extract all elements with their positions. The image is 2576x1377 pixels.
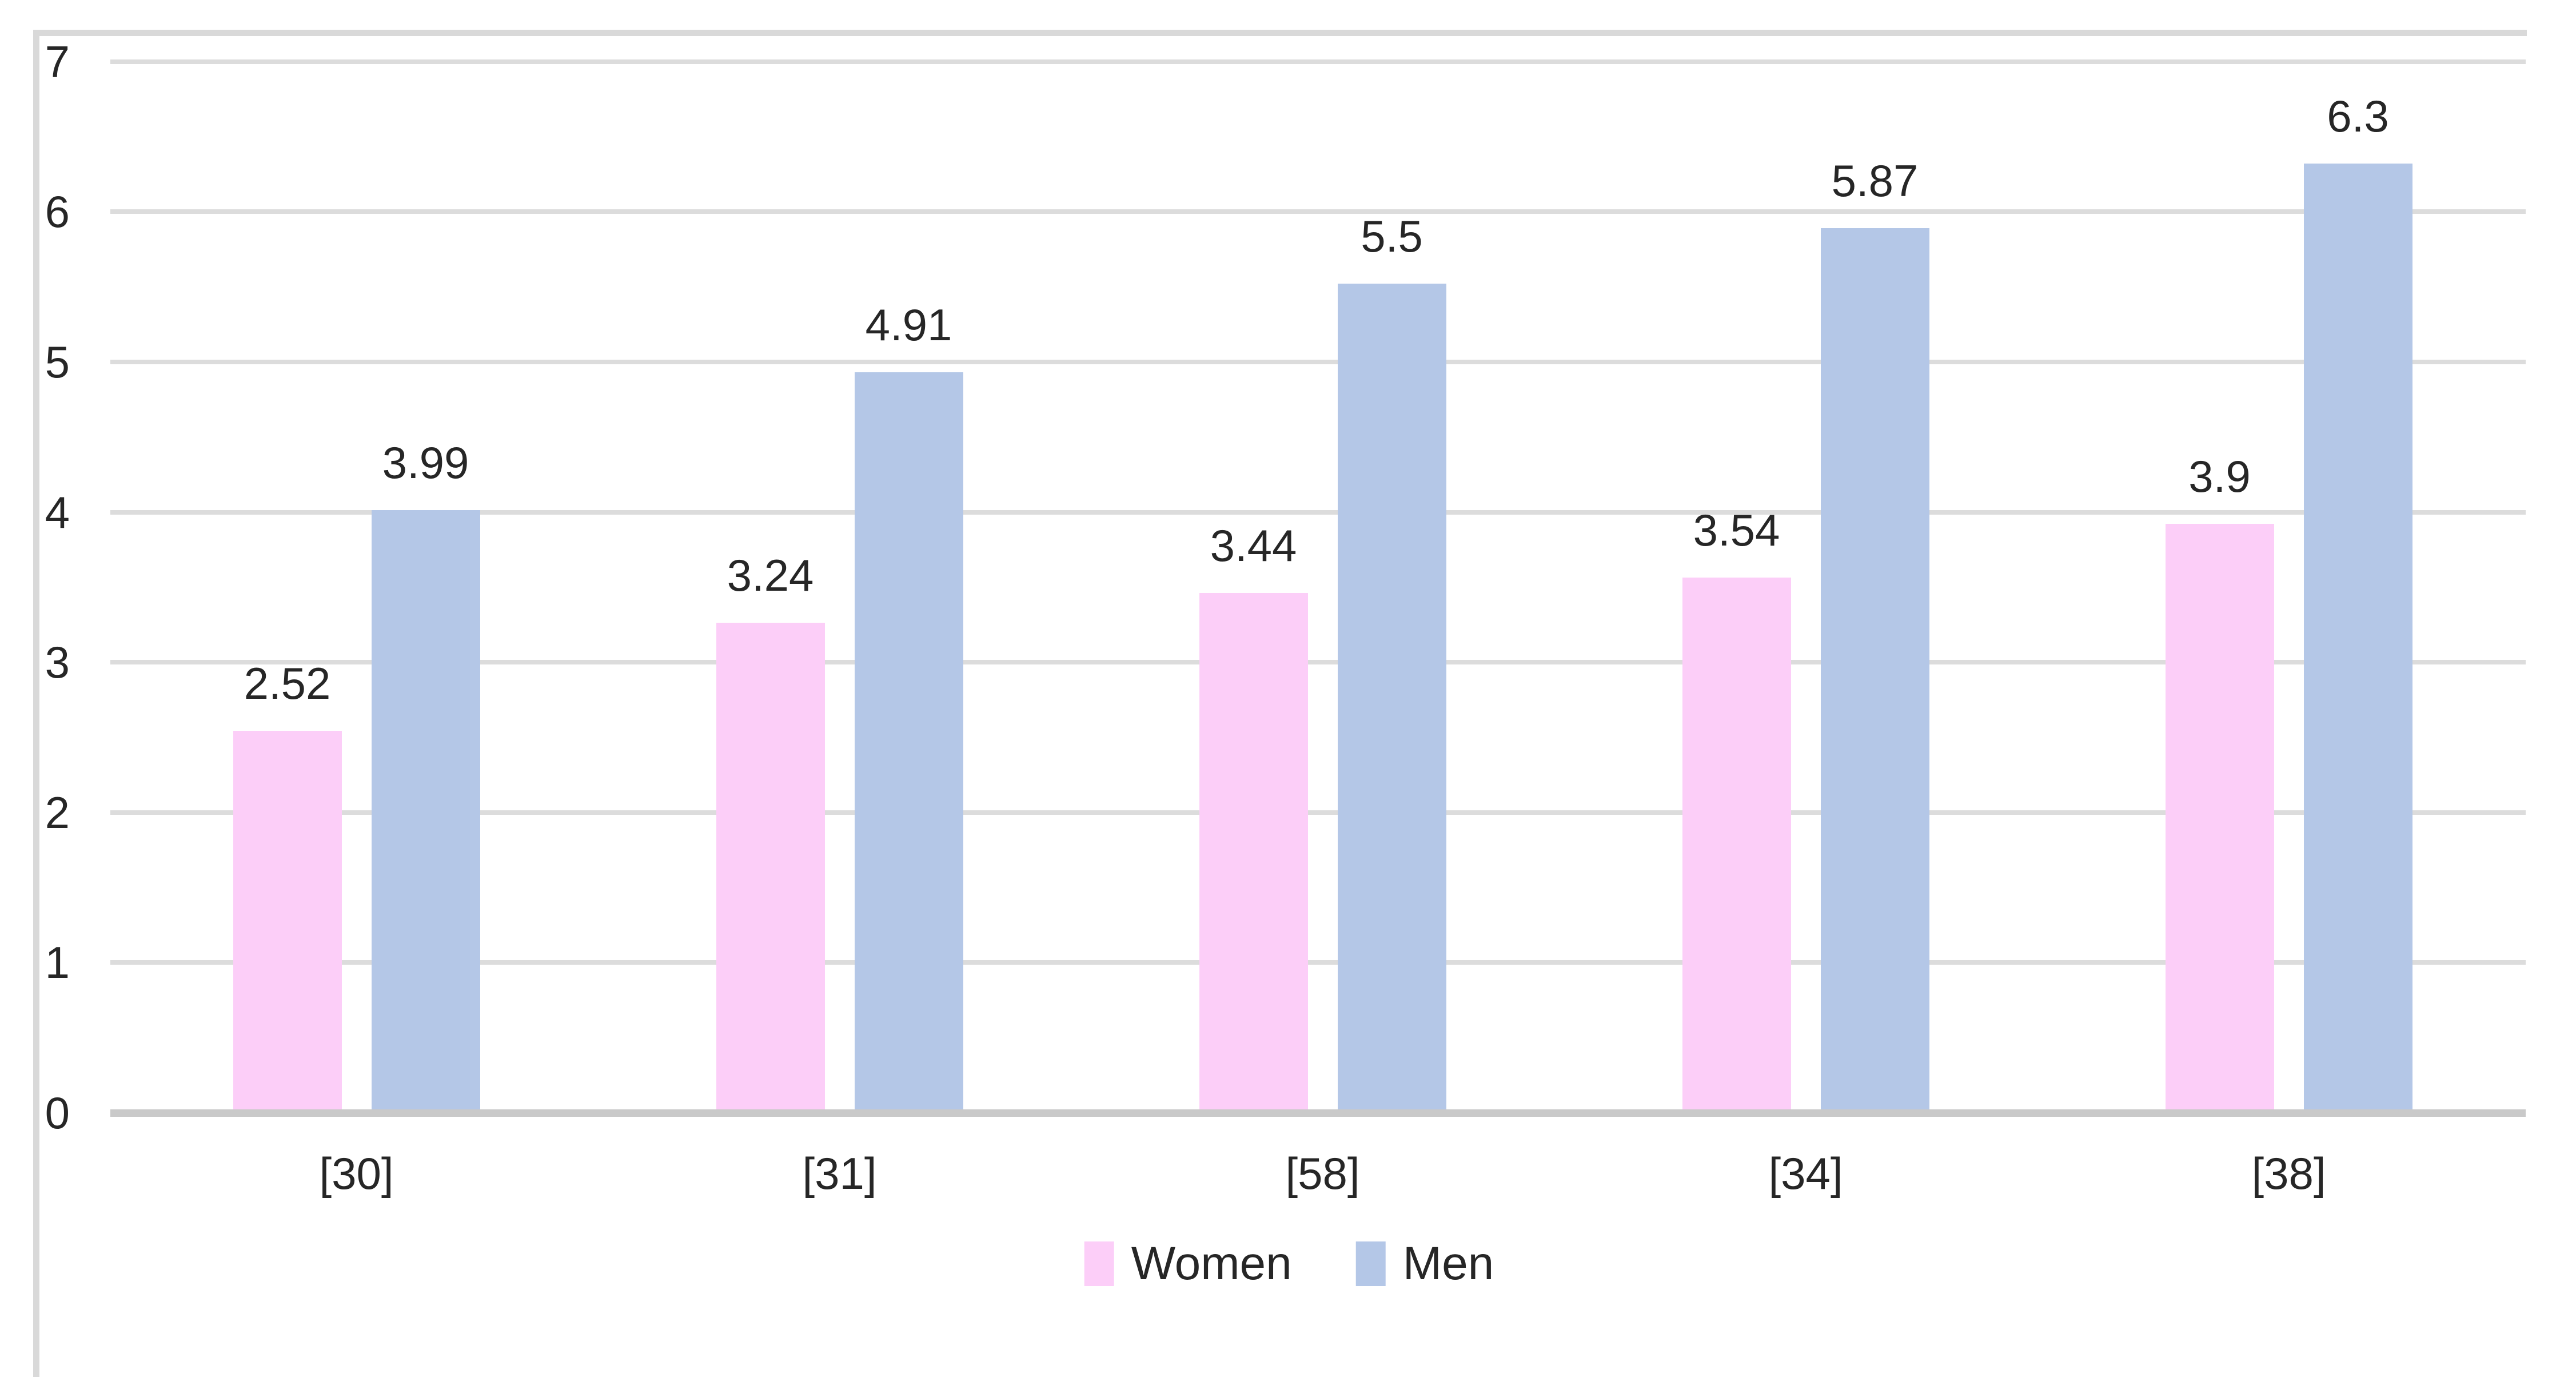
y-tick-label: 4	[45, 487, 70, 538]
data-label-women: 3.9	[2188, 451, 2251, 502]
legend-swatch-women	[1084, 1241, 1114, 1286]
data-label-men: 6.3	[2327, 90, 2389, 141]
y-tick-label: 2	[45, 787, 70, 838]
data-label-men: 3.99	[382, 437, 469, 488]
category-label: [58]	[1285, 1148, 1360, 1199]
y-tick-label: 5	[45, 337, 70, 387]
legend-label-men: Men	[1402, 1237, 1494, 1290]
x-axis-line	[110, 1109, 2526, 1117]
chart-border-left	[33, 30, 39, 1377]
data-label-women: 3.24	[727, 550, 814, 601]
y-tick-label: 1	[45, 937, 70, 988]
category-label: [34]	[1768, 1148, 1843, 1199]
category-label: [38]	[2251, 1148, 2326, 1199]
y-tick-label: 7	[45, 36, 70, 87]
y-tick-label: 3	[45, 637, 70, 688]
gridline	[110, 510, 2526, 515]
data-label-men: 5.87	[1831, 155, 1919, 206]
data-label-women: 3.54	[1693, 505, 1780, 556]
bar-women	[1199, 592, 1308, 1109]
data-label-men: 5.5	[1361, 210, 1423, 261]
legend-item-women: Women	[1084, 1234, 1292, 1294]
gridline	[110, 209, 2526, 214]
bar-men	[1337, 283, 1446, 1109]
bar-women	[716, 623, 825, 1109]
gridline	[110, 360, 2526, 364]
category-label: [31]	[802, 1148, 877, 1199]
data-label-women: 2.52	[244, 658, 331, 709]
y-tick-label: 0	[45, 1088, 70, 1138]
legend-swatch-men	[1355, 1241, 1386, 1286]
legend-item-men: Men	[1355, 1234, 1494, 1294]
chart-border-top	[33, 30, 2527, 36]
bar-men	[1820, 228, 1929, 1109]
category-label: [30]	[319, 1148, 394, 1199]
legend: Women Men	[1084, 1234, 1494, 1294]
bar-men	[854, 372, 963, 1109]
bar-women	[2165, 523, 2274, 1109]
gridline	[110, 660, 2526, 665]
gridline	[110, 810, 2526, 815]
gridline	[110, 59, 2526, 64]
legend-label-women: Women	[1131, 1237, 1292, 1290]
bar-women	[233, 731, 342, 1109]
bar-women	[1682, 578, 1791, 1109]
bar-men	[371, 510, 480, 1109]
y-tick-label: 6	[45, 186, 70, 237]
data-label-women: 3.44	[1210, 520, 1297, 571]
data-label-men: 4.91	[865, 299, 952, 350]
bar-men	[2303, 163, 2412, 1109]
gridline	[110, 960, 2526, 965]
